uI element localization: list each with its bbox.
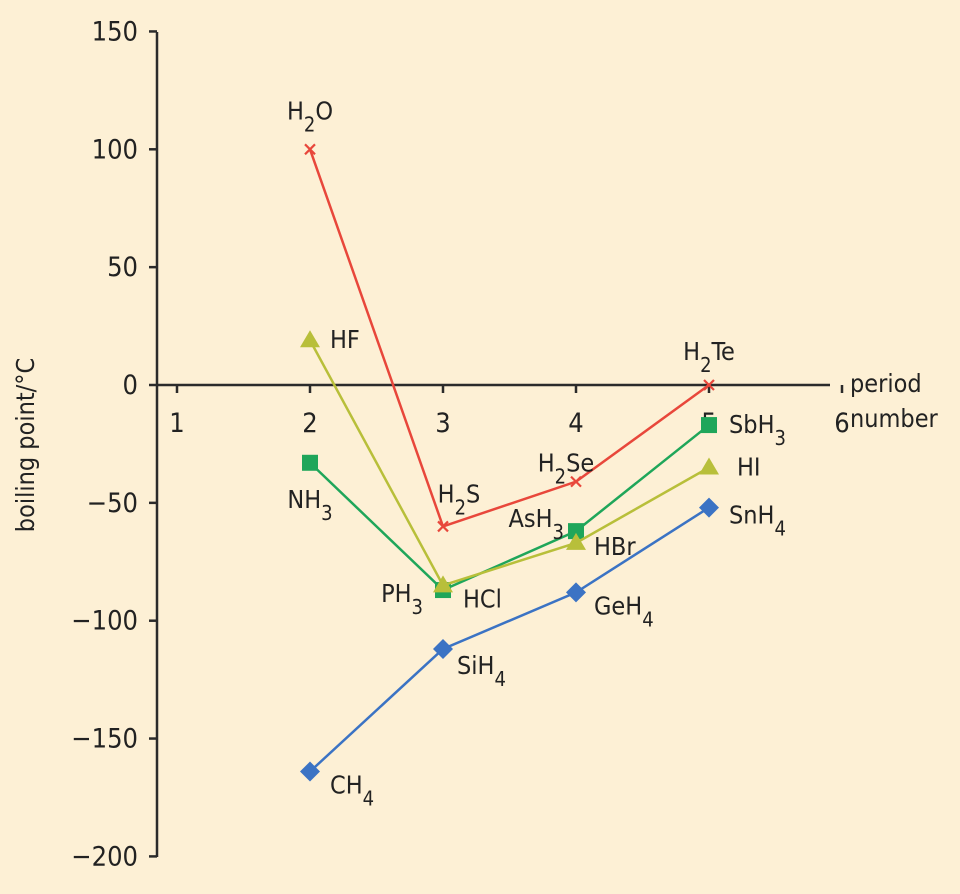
y-tick-label: −100 — [71, 606, 138, 637]
data-point-group16 — [304, 143, 316, 156]
point-label: PH3 — [381, 579, 423, 619]
x-tick-label: 2 — [302, 408, 317, 439]
point-label: H2S — [438, 479, 481, 519]
series-group16 — [304, 143, 715, 533]
data-point-group17 — [433, 575, 453, 593]
point-label: GeH4 — [594, 591, 654, 631]
x-tick-label: 1 — [169, 408, 184, 439]
y-axis-title: boiling point/°C — [11, 358, 40, 532]
series-line-group15 — [309, 424, 710, 592]
data-point-group17 — [699, 457, 719, 475]
point-labels: H2O H2S H2Se H2Te NH3 PH3 AsH3 SbH3 HF HCl HBr HI CH… — [287, 96, 786, 810]
series-line-group16 — [308, 148, 710, 528]
data-point-group17 — [566, 532, 586, 550]
point-label: HF — [330, 325, 360, 354]
data-point-group16 — [703, 379, 715, 391]
data-point-group14 — [433, 638, 453, 659]
y-axis-ticks: 150 100 50 0 −50 −100 −150 −200 — [71, 16, 157, 872]
point-label: SnH4 — [729, 501, 786, 541]
data-point-group16 — [437, 520, 449, 533]
data-point-group15 — [302, 454, 318, 471]
y-tick-label: 100 — [92, 134, 138, 165]
point-label: HCl — [463, 584, 502, 613]
y-tick-label: 0 — [123, 370, 138, 401]
data-point-group14 — [699, 497, 719, 518]
x-axis-title-line2: number — [850, 404, 939, 433]
point-label: CH4 — [330, 771, 374, 811]
point-label: SiH4 — [457, 651, 506, 691]
data-point-group14 — [566, 582, 586, 603]
series-group15 — [302, 417, 717, 599]
point-label: HBr — [594, 532, 636, 561]
point-label: H2Se — [538, 449, 595, 489]
point-label: HI — [737, 452, 761, 481]
series-line-group17 — [308, 339, 710, 587]
y-tick-label: −150 — [71, 724, 138, 755]
data-point-group16 — [570, 475, 582, 488]
point-label: NH3 — [287, 485, 332, 525]
data-point-group17 — [300, 330, 320, 348]
point-label: H2Te — [683, 337, 735, 377]
data-point-group14 — [300, 761, 320, 782]
data-point-group15 — [701, 417, 717, 434]
y-tick-label: 150 — [92, 16, 138, 47]
y-tick-label: −200 — [71, 841, 138, 872]
series-group14 — [300, 497, 719, 782]
x-tick-label: 6 — [834, 408, 849, 439]
x-tick-label: 4 — [568, 408, 583, 439]
series-layer — [300, 143, 719, 782]
y-tick-label: −50 — [87, 488, 138, 519]
series-line-group14 — [309, 506, 710, 773]
point-label: SbH3 — [729, 410, 786, 450]
x-axis-title-line1: period — [850, 369, 922, 398]
series-group17 — [300, 330, 719, 593]
y-tick-label: 50 — [107, 252, 138, 283]
point-label: AsH3 — [509, 504, 564, 544]
x-tick-label: 3 — [435, 408, 450, 439]
point-label: H2O — [287, 96, 333, 136]
data-point-group15 — [568, 523, 584, 540]
